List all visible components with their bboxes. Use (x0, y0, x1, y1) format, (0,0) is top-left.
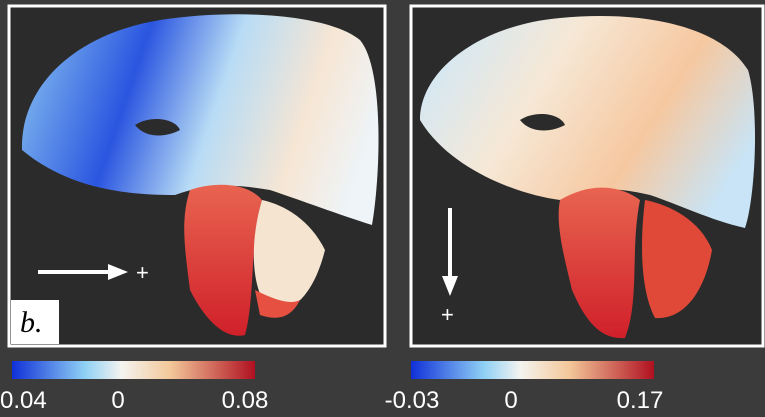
arrow-head (442, 276, 458, 296)
colorbar-min-label: 0.04 (0, 387, 47, 414)
brainstem (558, 187, 640, 339)
cerebellum (642, 200, 712, 319)
label-box (11, 300, 59, 344)
ventricle (520, 113, 565, 131)
cerebellum (253, 200, 325, 311)
colorbar-max-label: 0.17 (617, 387, 664, 414)
ventricle (135, 118, 180, 136)
cerebellum-region (255, 290, 300, 318)
arrow-label: + (441, 302, 454, 327)
colorbar-mid-label: 0 (111, 387, 124, 414)
arrow-label: + (136, 260, 149, 285)
arrow-head (108, 264, 128, 280)
colorbar-max-label: 0.08 (222, 387, 269, 414)
colorbar (12, 361, 255, 379)
panel-label: b. (20, 306, 43, 339)
brain-cortex (420, 15, 756, 229)
brain-cortex (21, 14, 379, 225)
brainstem (184, 184, 262, 336)
colorbar (411, 361, 654, 379)
colorbar-mid-label: 0 (504, 387, 517, 414)
colorbar-min-label: -0.03 (385, 387, 440, 414)
